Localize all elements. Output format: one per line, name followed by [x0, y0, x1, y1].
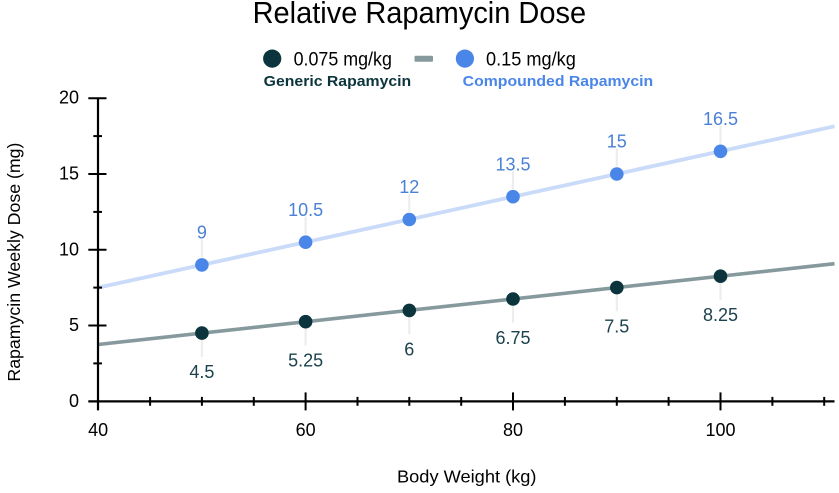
- svg-text:7.5: 7.5: [604, 317, 629, 337]
- svg-text:5: 5: [69, 315, 79, 335]
- svg-text:10: 10: [59, 239, 79, 259]
- svg-text:Body Weight (kg): Body Weight (kg): [397, 467, 537, 487]
- svg-text:6.75: 6.75: [495, 328, 530, 348]
- svg-text:15: 15: [59, 164, 79, 184]
- svg-text:0.15 mg/kg: 0.15 mg/kg: [486, 50, 576, 71]
- svg-text:100: 100: [705, 420, 735, 440]
- svg-text:6: 6: [404, 339, 414, 359]
- svg-text:9: 9: [197, 223, 207, 243]
- svg-text:40: 40: [88, 420, 108, 440]
- svg-text:0: 0: [69, 391, 79, 411]
- svg-text:Generic Rapamycin: Generic Rapamycin: [264, 73, 412, 90]
- svg-text:Rapamycin Weekly Dose (mg): Rapamycin Weekly Dose (mg): [4, 143, 24, 382]
- svg-text:20: 20: [59, 88, 79, 108]
- svg-text:12: 12: [399, 177, 419, 197]
- svg-text:Relative Rapamycin Dose: Relative Rapamycin Dose: [253, 0, 587, 30]
- svg-text:Compounded Rapamycin: Compounded Rapamycin: [463, 73, 654, 90]
- svg-text:13.5: 13.5: [495, 154, 530, 174]
- svg-text:5.25: 5.25: [288, 351, 323, 371]
- svg-text:16.5: 16.5: [703, 109, 738, 129]
- svg-text:15: 15: [607, 132, 627, 152]
- svg-text:4.5: 4.5: [189, 362, 214, 382]
- svg-text:0.075 mg/kg: 0.075 mg/kg: [294, 50, 392, 71]
- svg-text:8.25: 8.25: [703, 305, 738, 325]
- svg-text:10.5: 10.5: [288, 200, 323, 220]
- svg-text:80: 80: [503, 420, 523, 440]
- svg-text:60: 60: [296, 420, 316, 440]
